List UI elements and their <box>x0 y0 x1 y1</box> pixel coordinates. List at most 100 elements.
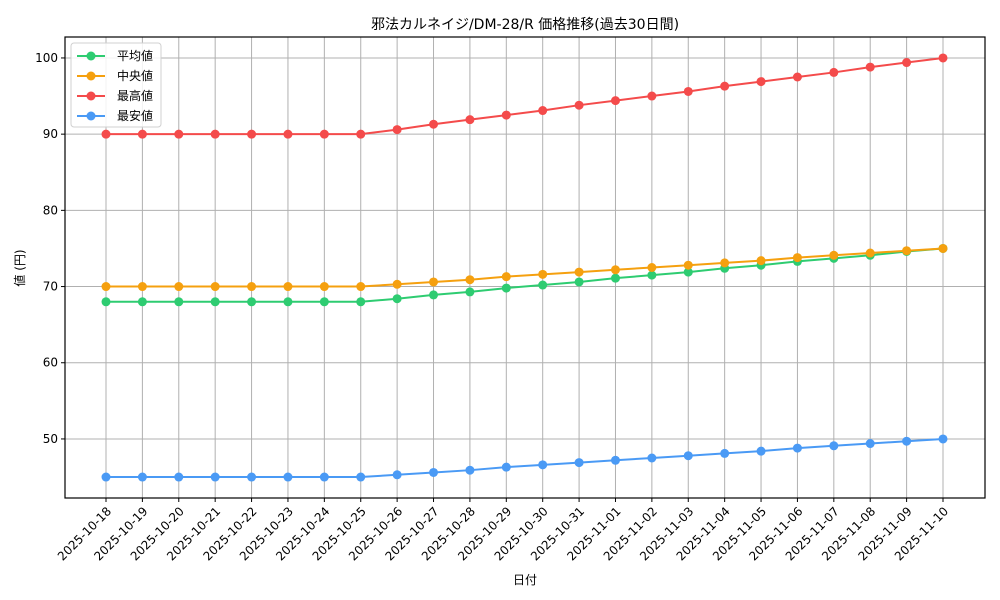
data-point <box>574 277 584 287</box>
y-tick-label: 100 <box>35 51 58 65</box>
data-point <box>465 275 475 285</box>
data-point <box>174 282 184 292</box>
data-point <box>501 110 511 120</box>
data-point <box>647 263 657 272</box>
y-tick-label: 90 <box>43 127 58 141</box>
data-point <box>283 297 293 307</box>
data-point <box>538 269 548 279</box>
data-point <box>137 472 147 482</box>
data-point <box>574 100 584 110</box>
data-point <box>319 282 329 292</box>
data-point <box>683 86 693 96</box>
data-point <box>137 282 147 292</box>
data-point <box>574 267 584 277</box>
legend-item: 最安値 <box>77 108 153 123</box>
data-point <box>647 453 657 463</box>
chart-title: 邪法カルネイジ/DM-28/R 価格推移(過去30日間) <box>371 17 679 33</box>
data-point <box>938 434 948 444</box>
data-point <box>610 96 620 106</box>
x-axis-label: 日付 <box>513 573 537 587</box>
series-line <box>101 243 948 292</box>
y-axis-ticks: 50 60 70 80 90 100 <box>35 51 65 446</box>
legend-label: 平均値 <box>117 48 153 63</box>
data-point <box>792 253 802 263</box>
data-point <box>429 467 439 477</box>
data-point <box>210 282 220 292</box>
data-point <box>247 297 257 307</box>
data-point <box>101 297 111 307</box>
legend-label: 中央値 <box>117 68 153 83</box>
data-series <box>101 53 948 482</box>
data-point <box>647 270 657 280</box>
data-point <box>356 472 366 482</box>
data-point <box>356 297 366 307</box>
y-tick-label: 50 <box>43 432 58 446</box>
data-point <box>501 272 511 282</box>
series-line <box>101 53 948 139</box>
data-point <box>137 297 147 307</box>
data-point <box>465 287 475 297</box>
data-point <box>683 451 693 461</box>
data-point <box>610 265 620 275</box>
y-tick-label: 60 <box>43 356 58 370</box>
legend-item: 最高値 <box>77 88 153 103</box>
data-point <box>647 91 657 101</box>
y-axis-label: 値 (円) <box>12 249 27 286</box>
legend-item: 平均値 <box>77 48 153 63</box>
data-point <box>538 460 548 470</box>
data-point <box>210 129 220 139</box>
data-point <box>501 462 511 472</box>
data-point <box>392 279 402 289</box>
data-point <box>538 280 548 290</box>
data-point <box>392 294 402 304</box>
data-point <box>829 67 839 77</box>
data-point <box>174 297 184 307</box>
data-point <box>756 77 766 87</box>
data-point <box>865 439 875 449</box>
data-point <box>465 465 475 475</box>
data-point <box>720 81 730 91</box>
data-point <box>283 282 293 292</box>
data-point <box>356 129 366 139</box>
grid-lines <box>65 37 985 498</box>
data-point <box>210 472 220 482</box>
legend-label: 最高値 <box>117 88 153 103</box>
data-point <box>429 277 439 287</box>
data-point <box>210 297 220 307</box>
data-point <box>792 443 802 453</box>
data-point <box>829 250 839 260</box>
series-line <box>101 434 948 482</box>
data-point <box>247 282 257 292</box>
data-point <box>574 458 584 468</box>
data-point <box>283 472 293 482</box>
legend-label: 最安値 <box>117 108 153 123</box>
data-point <box>429 119 439 129</box>
plot-frame <box>64 36 986 499</box>
data-point <box>137 129 147 139</box>
data-point <box>392 125 402 135</box>
data-point <box>465 115 475 125</box>
data-point <box>683 267 693 277</box>
data-point <box>101 472 111 482</box>
data-point <box>174 129 184 139</box>
data-point <box>610 273 620 283</box>
data-point <box>392 470 402 480</box>
data-point <box>610 455 620 465</box>
legend-item: 中央値 <box>77 68 153 83</box>
data-point <box>720 258 730 268</box>
data-point <box>247 129 257 139</box>
data-point <box>792 72 802 82</box>
data-point <box>938 53 948 63</box>
data-point <box>319 297 329 307</box>
data-point <box>538 106 548 116</box>
data-point <box>902 58 912 68</box>
data-point <box>356 282 366 292</box>
data-point <box>174 472 184 482</box>
data-point <box>683 260 693 270</box>
data-point <box>101 282 111 292</box>
data-point <box>865 248 875 258</box>
data-point <box>429 290 439 300</box>
data-point <box>247 472 257 482</box>
data-point <box>902 436 912 446</box>
